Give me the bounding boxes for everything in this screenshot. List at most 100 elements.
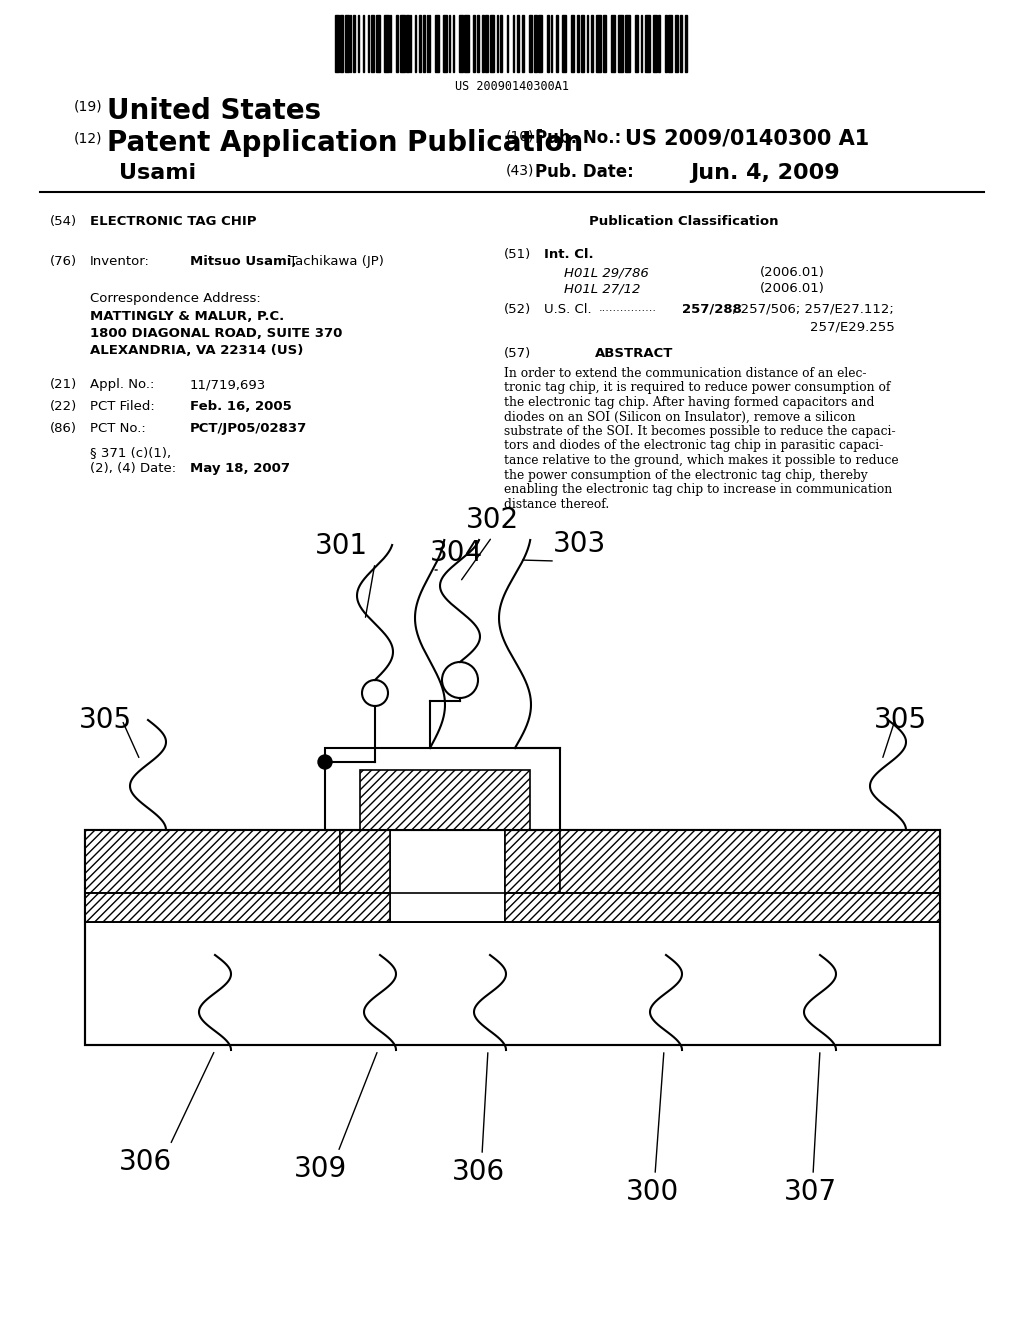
Bar bbox=[473, 15, 475, 73]
Text: 309: 309 bbox=[293, 1155, 347, 1183]
Text: ................: ................ bbox=[599, 304, 657, 313]
Text: (2006.01): (2006.01) bbox=[760, 267, 825, 279]
Bar bbox=[368, 15, 369, 73]
Text: Publication Classification: Publication Classification bbox=[589, 215, 778, 228]
Text: tronic tag chip, it is required to reduce power consumption of: tronic tag chip, it is required to reduc… bbox=[504, 381, 891, 395]
Bar bbox=[352, 15, 355, 73]
Text: substrate of the SOI. It becomes possible to reduce the capaci-: substrate of the SOI. It becomes possibl… bbox=[504, 425, 896, 438]
Text: (19): (19) bbox=[74, 100, 102, 114]
Bar bbox=[429, 15, 430, 73]
Bar bbox=[476, 15, 479, 73]
Bar bbox=[618, 15, 624, 73]
Bar bbox=[362, 15, 364, 73]
Text: (12): (12) bbox=[74, 132, 102, 147]
Bar bbox=[560, 830, 940, 894]
Bar bbox=[581, 15, 585, 73]
Bar bbox=[680, 15, 682, 73]
Bar bbox=[384, 15, 389, 73]
Bar bbox=[591, 15, 593, 73]
Text: 11/719,693: 11/719,693 bbox=[190, 378, 266, 391]
Bar bbox=[85, 830, 940, 1045]
Bar bbox=[635, 15, 638, 73]
Bar bbox=[538, 15, 542, 73]
Text: (76): (76) bbox=[50, 255, 77, 268]
Text: 1800 DIAGONAL ROAD, SUITE 370: 1800 DIAGONAL ROAD, SUITE 370 bbox=[90, 327, 342, 341]
Bar bbox=[325, 748, 560, 830]
Text: 257/E29.255: 257/E29.255 bbox=[810, 319, 895, 333]
Text: tance relative to the ground, which makes it possible to reduce: tance relative to the ground, which make… bbox=[504, 454, 899, 467]
Bar bbox=[535, 15, 537, 73]
Text: US 2009/0140300 A1: US 2009/0140300 A1 bbox=[625, 129, 869, 149]
Bar bbox=[485, 15, 487, 73]
Bar bbox=[675, 15, 679, 73]
Text: US 20090140300A1: US 20090140300A1 bbox=[455, 81, 569, 92]
Bar bbox=[645, 15, 649, 73]
Text: ABSTRACT: ABSTRACT bbox=[595, 347, 673, 360]
Bar bbox=[665, 15, 668, 73]
Bar bbox=[481, 15, 484, 73]
Bar bbox=[596, 15, 601, 73]
Text: PCT Filed:: PCT Filed: bbox=[90, 400, 155, 413]
Bar bbox=[459, 15, 463, 73]
Text: 305: 305 bbox=[873, 706, 927, 734]
Bar bbox=[85, 830, 940, 1045]
Bar bbox=[529, 15, 531, 73]
Text: H01L 29/786: H01L 29/786 bbox=[564, 267, 649, 279]
Text: ; 257/506; 257/E27.112;: ; 257/506; 257/E27.112; bbox=[732, 304, 894, 315]
Text: U.S. Cl.: U.S. Cl. bbox=[544, 304, 592, 315]
Text: PCT/JP05/02837: PCT/JP05/02837 bbox=[190, 422, 307, 436]
Text: (51): (51) bbox=[504, 248, 531, 261]
Bar bbox=[340, 15, 342, 73]
Bar bbox=[505, 894, 940, 921]
Bar bbox=[435, 15, 439, 73]
Text: Pub. Date:: Pub. Date: bbox=[535, 162, 634, 181]
Bar bbox=[345, 15, 349, 73]
Text: PCT No.:: PCT No.: bbox=[90, 422, 145, 436]
Bar bbox=[415, 15, 417, 73]
Text: Mitsuo Usami,: Mitsuo Usami, bbox=[190, 255, 297, 268]
Bar bbox=[372, 15, 374, 73]
Text: tors and diodes of the electronic tag chip in parasitic capaci-: tors and diodes of the electronic tag ch… bbox=[504, 440, 884, 453]
Bar bbox=[390, 830, 505, 921]
Bar bbox=[560, 830, 940, 894]
Bar bbox=[396, 15, 397, 73]
Text: the electronic tag chip. After having formed capacitors and: the electronic tag chip. After having fo… bbox=[504, 396, 874, 409]
Bar bbox=[658, 15, 659, 73]
Circle shape bbox=[318, 755, 332, 770]
Text: ALEXANDRIA, VA 22314 (US): ALEXANDRIA, VA 22314 (US) bbox=[90, 345, 303, 356]
Bar bbox=[419, 15, 422, 73]
Text: (43): (43) bbox=[506, 162, 535, 177]
Bar bbox=[547, 15, 549, 73]
Bar bbox=[513, 15, 514, 73]
Text: 304: 304 bbox=[430, 539, 483, 568]
Bar bbox=[407, 15, 409, 73]
Bar bbox=[522, 15, 524, 73]
Bar bbox=[562, 15, 565, 73]
Bar bbox=[85, 830, 340, 894]
Bar bbox=[390, 15, 391, 73]
Text: 303: 303 bbox=[553, 531, 606, 558]
Text: distance thereof.: distance thereof. bbox=[504, 498, 609, 511]
Text: In order to extend the communication distance of an elec-: In order to extend the communication dis… bbox=[504, 367, 866, 380]
Text: Int. Cl.: Int. Cl. bbox=[544, 248, 594, 261]
Bar bbox=[453, 15, 454, 73]
Bar bbox=[423, 15, 425, 73]
Text: (10): (10) bbox=[506, 129, 535, 143]
Bar bbox=[360, 770, 530, 830]
Text: Jun. 4, 2009: Jun. 4, 2009 bbox=[690, 162, 840, 183]
Bar bbox=[685, 15, 687, 73]
Text: (2006.01): (2006.01) bbox=[760, 282, 825, 294]
Bar bbox=[653, 15, 657, 73]
Bar bbox=[335, 15, 339, 73]
Text: (52): (52) bbox=[504, 304, 531, 315]
Bar bbox=[507, 15, 508, 73]
Bar bbox=[669, 15, 672, 73]
Bar bbox=[490, 15, 495, 73]
Text: Usami: Usami bbox=[119, 162, 197, 183]
Text: 301: 301 bbox=[314, 532, 368, 560]
Bar bbox=[505, 830, 560, 894]
Text: 300: 300 bbox=[626, 1177, 679, 1206]
Text: diodes on an SOI (Silicon on Insulator), remove a silicon: diodes on an SOI (Silicon on Insulator),… bbox=[504, 411, 856, 424]
Bar bbox=[400, 15, 406, 73]
Text: ELECTRONIC TAG CHIP: ELECTRONIC TAG CHIP bbox=[90, 215, 256, 228]
